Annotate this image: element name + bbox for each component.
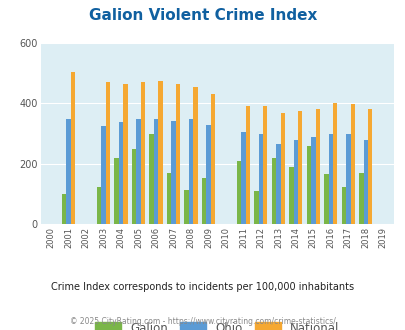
- Bar: [136, 118, 141, 224]
- Bar: [332, 103, 337, 224]
- Bar: [193, 87, 197, 224]
- Bar: [119, 122, 123, 224]
- Bar: [97, 186, 101, 224]
- Bar: [310, 137, 315, 224]
- Legend: Galion, Ohio, National: Galion, Ohio, National: [90, 317, 343, 330]
- Bar: [306, 146, 310, 224]
- Text: Crime Index corresponds to incidents per 100,000 inhabitants: Crime Index corresponds to incidents per…: [51, 282, 354, 292]
- Bar: [62, 194, 66, 224]
- Bar: [280, 113, 284, 224]
- Bar: [171, 121, 175, 224]
- Text: © 2025 CityRating.com - https://www.cityrating.com/crime-statistics/: © 2025 CityRating.com - https://www.city…: [70, 317, 335, 326]
- Bar: [166, 173, 171, 224]
- Bar: [245, 106, 249, 224]
- Bar: [293, 140, 297, 224]
- Bar: [367, 109, 371, 224]
- Bar: [297, 111, 302, 224]
- Bar: [70, 72, 75, 224]
- Bar: [262, 106, 267, 224]
- Bar: [341, 186, 345, 224]
- Bar: [201, 178, 206, 224]
- Bar: [158, 81, 162, 224]
- Bar: [101, 126, 105, 224]
- Bar: [175, 84, 179, 224]
- Bar: [324, 175, 328, 224]
- Bar: [271, 158, 275, 224]
- Bar: [123, 84, 127, 224]
- Bar: [315, 109, 319, 224]
- Bar: [141, 82, 145, 224]
- Bar: [184, 190, 188, 224]
- Bar: [254, 191, 258, 224]
- Bar: [105, 82, 110, 224]
- Bar: [328, 134, 332, 224]
- Bar: [206, 124, 210, 224]
- Bar: [258, 134, 262, 224]
- Bar: [289, 167, 293, 224]
- Text: Galion Violent Crime Index: Galion Violent Crime Index: [89, 8, 316, 23]
- Bar: [210, 94, 215, 224]
- Bar: [350, 104, 354, 224]
- Bar: [358, 173, 363, 224]
- Bar: [241, 132, 245, 224]
- Bar: [153, 118, 158, 224]
- Bar: [236, 161, 241, 224]
- Bar: [363, 140, 367, 224]
- Bar: [149, 134, 153, 224]
- Bar: [66, 118, 70, 224]
- Bar: [132, 149, 136, 224]
- Bar: [275, 144, 280, 224]
- Bar: [188, 119, 193, 224]
- Bar: [345, 134, 350, 224]
- Bar: [114, 158, 119, 224]
